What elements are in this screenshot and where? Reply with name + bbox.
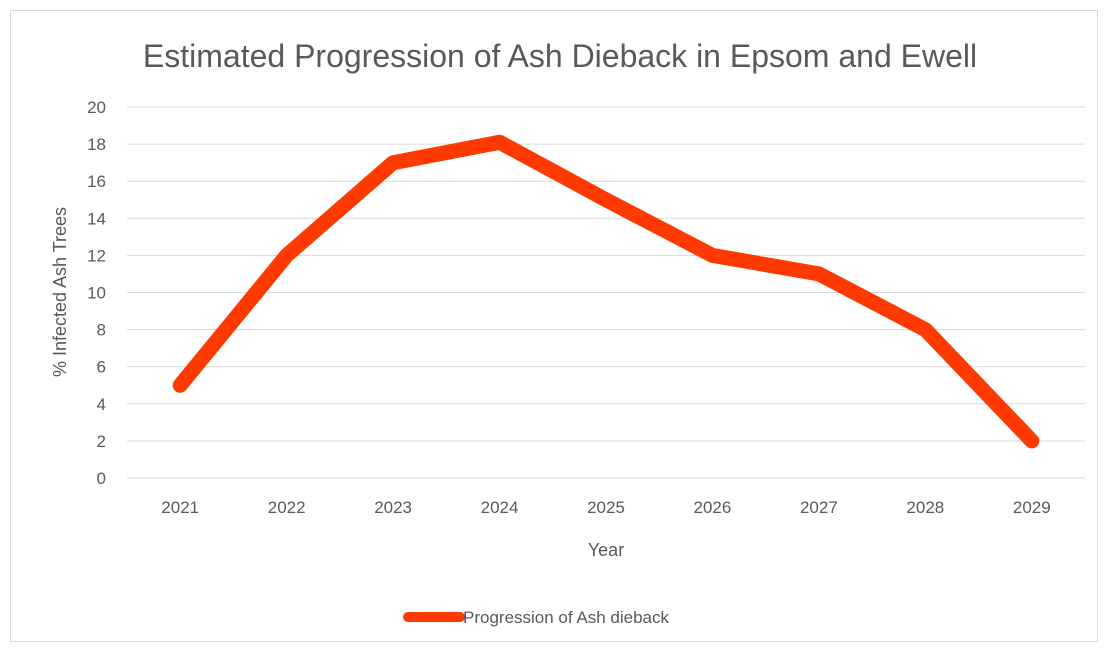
y-tick-label: 20 — [87, 98, 106, 117]
x-tick-label: 2024 — [481, 498, 519, 517]
x-tick-label: 2028 — [906, 498, 944, 517]
y-tick-label: 4 — [97, 395, 106, 414]
y-tick-label: 6 — [97, 358, 106, 377]
x-tick-label: 2023 — [374, 498, 412, 517]
gridlines — [127, 106, 1085, 479]
x-tick-label: 2021 — [161, 498, 199, 517]
y-axis-ticks: 0 2 4 6 8 10 12 14 16 18 20 — [87, 98, 106, 488]
series-line — [172, 134, 1040, 449]
x-axis-title: Year — [588, 540, 624, 560]
x-tick-label: 2027 — [800, 498, 838, 517]
x-tick-label: 2025 — [587, 498, 625, 517]
y-tick-label: 14 — [87, 209, 106, 228]
x-tick-label: 2029 — [1013, 498, 1051, 517]
y-tick-label: 2 — [97, 432, 106, 451]
x-tick-label: 2022 — [268, 498, 306, 517]
x-tick-label: 2026 — [694, 498, 732, 517]
y-tick-label: 10 — [87, 284, 106, 303]
legend-label: Progression of Ash dieback — [463, 608, 670, 627]
y-tick-label: 18 — [87, 135, 106, 154]
chart-title: Estimated Progression of Ash Dieback in … — [143, 38, 977, 74]
legend: Progression of Ash dieback — [403, 608, 670, 627]
series-group — [172, 134, 1040, 449]
y-tick-label: 8 — [97, 321, 106, 340]
x-axis-ticks: 2021 2022 2023 2024 2025 2026 2027 2028 2029 — [161, 498, 1050, 517]
y-tick-label: 0 — [97, 469, 106, 488]
y-tick-label: 12 — [87, 246, 106, 265]
y-tick-label: 16 — [87, 172, 106, 191]
y-axis-title: % Infected Ash Trees — [50, 207, 70, 377]
